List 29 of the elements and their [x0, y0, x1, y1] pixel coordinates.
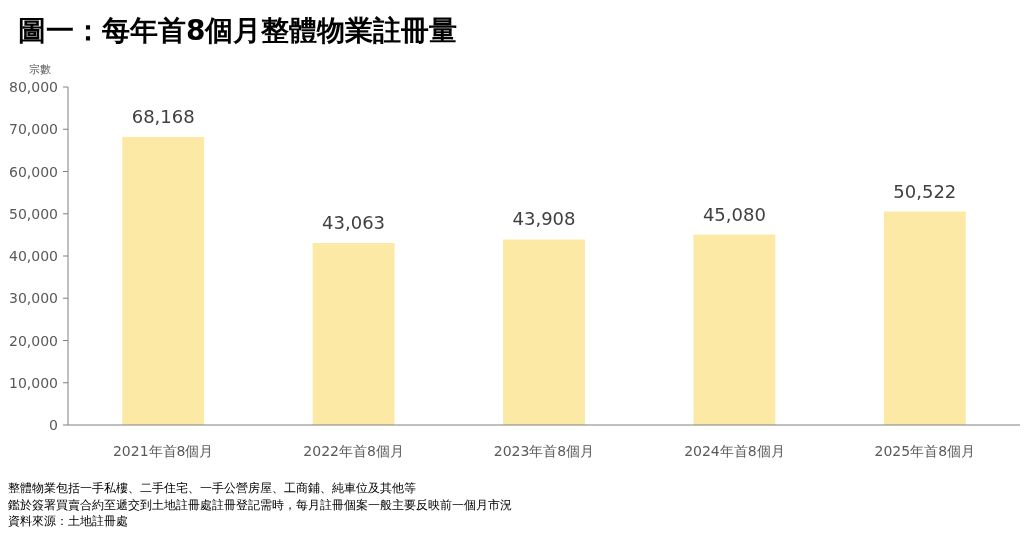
y-tick-label: 30,000	[9, 290, 58, 307]
bar	[312, 243, 395, 425]
source-note: 資料來源：土地註冊處	[8, 514, 128, 528]
data-label: 50,522	[893, 180, 957, 202]
text: 整體物業包括一手私樓、二手住宅、一手公營房屋、工商鋪、純車位及其他等	[8, 481, 416, 495]
data-label: 68,168	[131, 105, 195, 127]
y-tick-label: 40,000	[9, 248, 58, 264]
y-axis-title: 宗數	[29, 63, 51, 76]
y-tick-label: 80,000	[9, 79, 58, 95]
y-tick-label: 70,000	[9, 121, 58, 138]
y-tick-label: 10,000	[9, 374, 58, 391]
data-label: 43,908	[512, 208, 576, 230]
x-tick-label: 2023年首8個月	[493, 443, 595, 459]
x-tick-label: 2022年首8個月	[303, 443, 404, 459]
x-tick-label: 2021年首8個月	[112, 443, 214, 459]
x-tick-label: 2025年首8個月	[874, 443, 976, 459]
y-tick-label: 60,000	[9, 163, 58, 180]
data-label: 43,063	[322, 212, 386, 234]
bar	[693, 234, 776, 425]
y-tick-label: 0	[49, 417, 58, 433]
data-label: 45,080	[702, 203, 766, 225]
bar	[883, 211, 966, 425]
y-tick-label: 50,000	[9, 205, 58, 222]
text: 鑑於簽署買賣合約至遞交到土地註冊處註冊登記需時，每月註冊個案一般主要反映前一個月市況	[8, 497, 512, 512]
bar	[122, 136, 205, 425]
x-tick-label: 2024年首8個月	[684, 443, 785, 459]
bar	[503, 239, 585, 425]
chart-title: 圖一：每年首8個月整體物業註冊量	[18, 14, 458, 47]
y-tick-label: 20,000	[9, 332, 58, 349]
